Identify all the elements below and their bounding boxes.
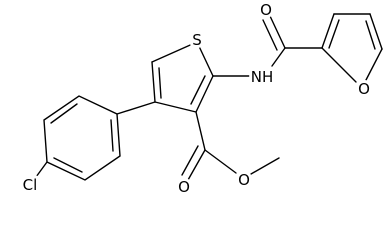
- bond: [250, 157, 280, 175]
- atom-label: NH: [251, 68, 274, 86]
- bond: [110, 119, 114, 152]
- bond: [116, 101, 156, 115]
- bond: [195, 75, 214, 113]
- bond: [195, 111, 206, 151]
- bond: [204, 149, 237, 174]
- atom-label: S: [192, 31, 202, 49]
- bond: [262, 19, 278, 51]
- atom-labels: S NH O O O O Cl: [20, 0, 373, 196]
- bond: [365, 20, 376, 50]
- atom-label: Cl: [23, 176, 38, 194]
- bond: [365, 48, 383, 81]
- bond: [321, 47, 357, 83]
- atom-label: O: [178, 178, 190, 196]
- bond: [53, 157, 83, 173]
- bond: [158, 67, 162, 99]
- bond: [154, 101, 197, 113]
- bond: [151, 41, 198, 63]
- atom-label: O: [260, 1, 272, 19]
- atom-label: O: [358, 80, 370, 98]
- ring: [43, 95, 121, 181]
- bond: [187, 149, 206, 181]
- bond: [196, 41, 214, 77]
- bond: [321, 13, 335, 49]
- bond: [181, 145, 199, 176]
- page: {"labels": ["S", "NH", "O", "O", "O", "O…: [20, 0, 383, 196]
- bond: [328, 19, 340, 49]
- bond: [369, 13, 383, 50]
- bond: [50, 103, 78, 124]
- atom-label: O: [238, 171, 250, 189]
- bond: [151, 61, 156, 103]
- bond: [271, 47, 286, 67]
- bond: [190, 75, 206, 105]
- bonds: [35, 13, 383, 181]
- molecule-diagram: S NH O O O O Cl: [20, 0, 383, 196]
- bond: [269, 15, 286, 49]
- bond: [35, 161, 48, 178]
